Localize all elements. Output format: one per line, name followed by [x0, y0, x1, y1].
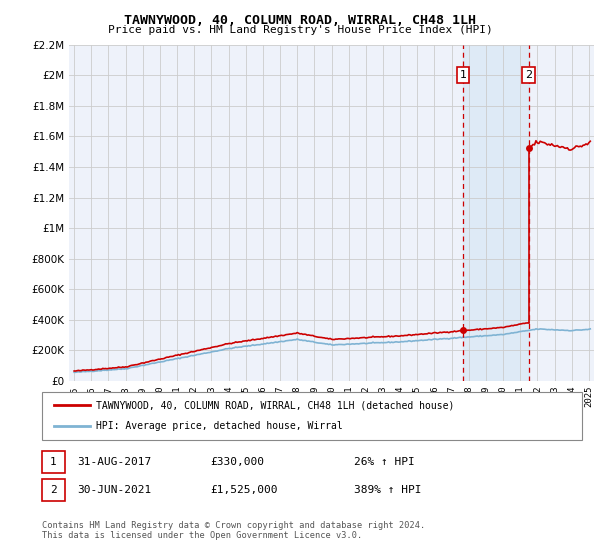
Text: 1: 1 [50, 457, 57, 467]
Text: 389% ↑ HPI: 389% ↑ HPI [354, 485, 422, 495]
Text: TAWNYWOOD, 40, COLUMN ROAD, WIRRAL, CH48 1LH (detached house): TAWNYWOOD, 40, COLUMN ROAD, WIRRAL, CH48… [96, 400, 454, 410]
Text: 2: 2 [50, 485, 57, 495]
Text: Price paid vs. HM Land Registry's House Price Index (HPI): Price paid vs. HM Land Registry's House … [107, 25, 493, 35]
Text: 2: 2 [525, 70, 532, 80]
Text: £330,000: £330,000 [210, 457, 264, 467]
Text: Contains HM Land Registry data © Crown copyright and database right 2024.
This d: Contains HM Land Registry data © Crown c… [42, 521, 425, 540]
Text: 1: 1 [460, 70, 467, 80]
Bar [463, 45, 529, 381]
Text: TAWNYWOOD, 40, COLUMN ROAD, WIRRAL, CH48 1LH: TAWNYWOOD, 40, COLUMN ROAD, WIRRAL, CH48… [124, 14, 476, 27]
Text: HPI: Average price, detached house, Wirral: HPI: Average price, detached house, Wirr… [96, 421, 343, 431]
Text: 26% ↑ HPI: 26% ↑ HPI [354, 457, 415, 467]
Text: 30-JUN-2021: 30-JUN-2021 [77, 485, 151, 495]
Text: 31-AUG-2017: 31-AUG-2017 [77, 457, 151, 467]
Text: £1,525,000: £1,525,000 [210, 485, 277, 495]
